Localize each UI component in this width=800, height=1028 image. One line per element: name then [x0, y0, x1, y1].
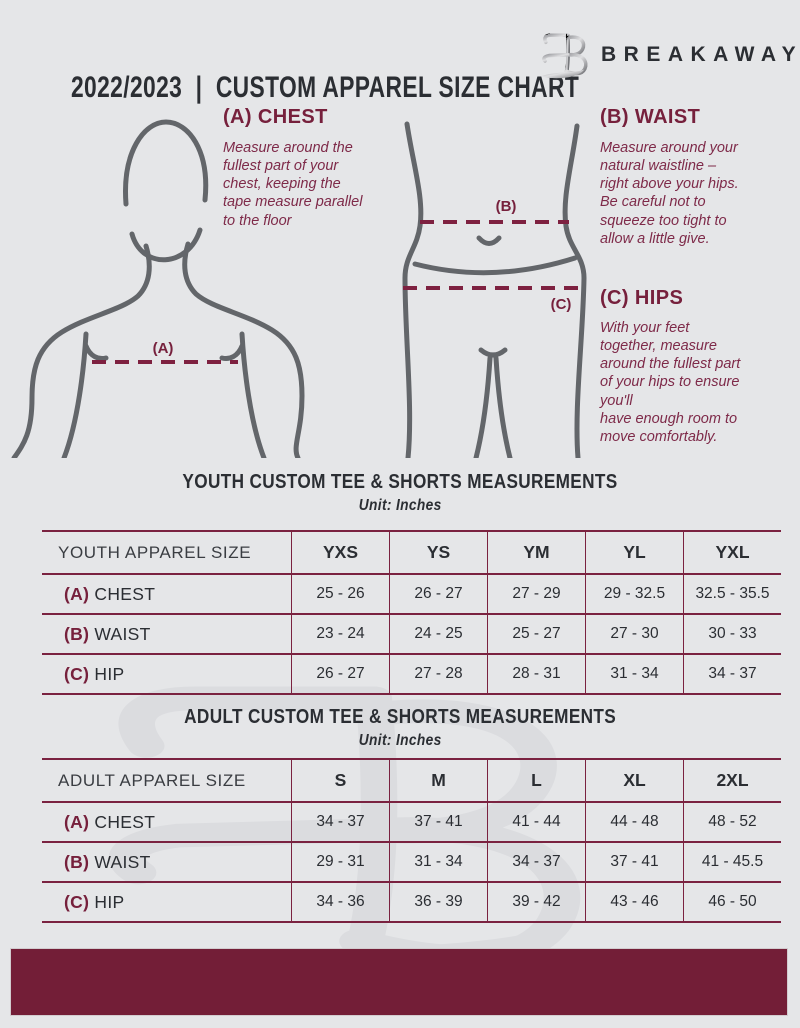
- value-cell: 26 - 27: [389, 574, 488, 615]
- value-cell: 29 - 31: [291, 842, 390, 883]
- value-cell: 43 - 46: [585, 882, 684, 923]
- waist-section-body: Measure around your natural waistline – …: [600, 140, 739, 247]
- adult-waist-row: (B) WAIST 29 - 31 31 - 34 34 - 37 37 - 4…: [42, 842, 781, 883]
- value-cell: 34 - 37: [487, 842, 586, 883]
- value-cell: 27 - 29: [487, 574, 586, 615]
- chest-section-heading: (A) CHEST: [223, 106, 328, 128]
- value-cell: 36 - 39: [389, 882, 488, 923]
- adult-size-table: ADULT APPAREL SIZE S M L XL 2XL (A) CHES…: [42, 758, 781, 923]
- row-label-cell: (A) CHEST: [42, 574, 292, 615]
- size-header-cell: YXS: [291, 530, 390, 575]
- youth-table-title-text: YOUTH CUSTOM TEE & SHORTS MEASUREMENTS: [182, 471, 618, 493]
- value-cell: 27 - 30: [585, 614, 684, 655]
- size-header-cell: YL: [585, 530, 684, 575]
- value-cell: 24 - 25: [389, 614, 488, 655]
- value-cell: 37 - 41: [585, 842, 684, 883]
- youth-size-label-cell: YOUTH APPAREL SIZE: [42, 530, 292, 575]
- size-header-cell: S: [291, 758, 390, 803]
- row-label: HIP: [94, 891, 125, 912]
- size-header-cell: YS: [389, 530, 488, 575]
- value-cell: 34 - 37: [683, 654, 781, 695]
- hips-section-body: With your feet together, measure around …: [600, 320, 741, 445]
- row-label-cell: (B) WAIST: [42, 614, 292, 655]
- row-marker: (A): [64, 811, 90, 832]
- value-cell: 44 - 48: [585, 802, 684, 843]
- value-cell: 46 - 50: [683, 882, 781, 923]
- value-cell: 27 - 28: [389, 654, 488, 695]
- value-cell: 29 - 32.5: [585, 574, 684, 615]
- row-label-cell: (A) CHEST: [42, 802, 292, 843]
- youth-table-title: YOUTH CUSTOM TEE & SHORTS MEASUREMENTS: [0, 471, 800, 494]
- row-label: WAIST: [94, 623, 151, 644]
- value-cell: 32.5 - 35.5: [683, 574, 781, 615]
- chest-measurement-figure: (A): [11, 119, 305, 458]
- size-header-cell: M: [389, 758, 488, 803]
- value-cell: 28 - 31: [487, 654, 586, 695]
- waist-section-heading: (B) WAIST: [600, 106, 701, 128]
- page-title: 2022/2023 | CUSTOM APPAREL SIZE CHART: [38, 37, 740, 139]
- row-marker: (B): [64, 851, 90, 872]
- value-cell: 23 - 24: [291, 614, 390, 655]
- adult-table-title-text: ADULT CUSTOM TEE & SHORTS MEASUREMENTS: [184, 706, 616, 728]
- brand-name: BREAKAWAY: [601, 43, 800, 66]
- youth-chest-row: (A) CHEST 25 - 26 26 - 27 27 - 29 29 - 3…: [42, 574, 781, 615]
- youth-hip-row: (C) HIP 26 - 27 27 - 28 28 - 31 31 - 34 …: [42, 654, 781, 695]
- chest-marker-label: (A): [153, 340, 174, 357]
- row-marker: (B): [64, 623, 90, 644]
- value-cell: 31 - 34: [389, 842, 488, 883]
- size-header-cell: L: [487, 758, 586, 803]
- youth-table-unit: Unit: Inches: [0, 497, 800, 515]
- adult-size-label-cell: ADULT APPAREL SIZE: [42, 758, 292, 803]
- value-cell: 34 - 37: [291, 802, 390, 843]
- hips-section-heading: (C) HIPS: [600, 287, 684, 309]
- row-label: CHEST: [94, 583, 156, 604]
- breakaway-logo-icon: [541, 33, 588, 79]
- adult-chest-row: (A) CHEST 34 - 37 37 - 41 41 - 44 44 - 4…: [42, 802, 781, 843]
- hips-marker-label: (C): [551, 296, 572, 313]
- value-cell: 48 - 52: [683, 802, 781, 843]
- value-cell: 39 - 42: [487, 882, 586, 923]
- value-cell: 26 - 27: [291, 654, 390, 695]
- adult-table-title: ADULT CUSTOM TEE & SHORTS MEASUREMENTS: [0, 706, 800, 729]
- adult-table-unit-text: Unit: Inches: [358, 732, 442, 749]
- youth-size-table: YOUTH APPAREL SIZE YXS YS YM YL YXL (A) …: [42, 530, 781, 695]
- size-header-cell: YM: [487, 530, 586, 575]
- chest-section-body: Measure around the fullest part of your …: [223, 140, 363, 229]
- row-marker: (C): [64, 663, 90, 684]
- value-cell: 25 - 27: [487, 614, 586, 655]
- value-cell: 41 - 44: [487, 802, 586, 843]
- waist-hips-measurement-figure: (B) (C): [402, 121, 587, 458]
- youth-table-unit-text: Unit: Inches: [358, 497, 442, 514]
- row-marker: (A): [64, 583, 90, 604]
- row-label-cell: (C) HIP: [42, 882, 292, 923]
- value-cell: 41 - 45.5: [683, 842, 781, 883]
- row-marker: (C): [64, 891, 90, 912]
- row-label: CHEST: [94, 811, 156, 832]
- value-cell: 37 - 41: [389, 802, 488, 843]
- adult-header-row: ADULT APPAREL SIZE S M L XL 2XL: [42, 758, 781, 803]
- row-label-cell: (C) HIP: [42, 654, 292, 695]
- size-header-cell: XL: [585, 758, 684, 803]
- page-title-text: 2022/2023 | CUSTOM APPAREL SIZE CHART: [71, 71, 580, 104]
- adult-hip-row: (C) HIP 34 - 36 36 - 39 39 - 42 43 - 46 …: [42, 882, 781, 923]
- size-header-cell: 2XL: [683, 758, 781, 803]
- adult-table-unit: Unit: Inches: [0, 732, 800, 750]
- value-cell: 30 - 33: [683, 614, 781, 655]
- row-label-cell: (B) WAIST: [42, 842, 292, 883]
- value-cell: 34 - 36: [291, 882, 390, 923]
- value-cell: 31 - 34: [585, 654, 684, 695]
- size-header-cell: YXL: [683, 530, 781, 575]
- youth-header-row: YOUTH APPAREL SIZE YXS YS YM YL YXL: [42, 530, 781, 575]
- row-label: WAIST: [94, 851, 151, 872]
- value-cell: 25 - 26: [291, 574, 390, 615]
- waist-marker-label: (B): [496, 198, 517, 215]
- row-label: HIP: [94, 663, 125, 684]
- footer-bar: [11, 949, 787, 1015]
- youth-waist-row: (B) WAIST 23 - 24 24 - 25 25 - 27 27 - 3…: [42, 614, 781, 655]
